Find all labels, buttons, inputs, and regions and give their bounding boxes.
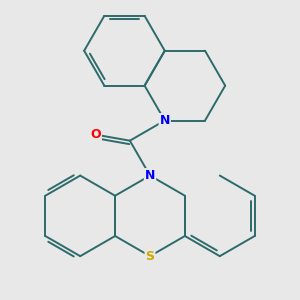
Text: N: N [145,169,155,182]
Text: S: S [146,250,154,263]
Text: N: N [160,114,170,127]
Text: O: O [90,128,101,141]
